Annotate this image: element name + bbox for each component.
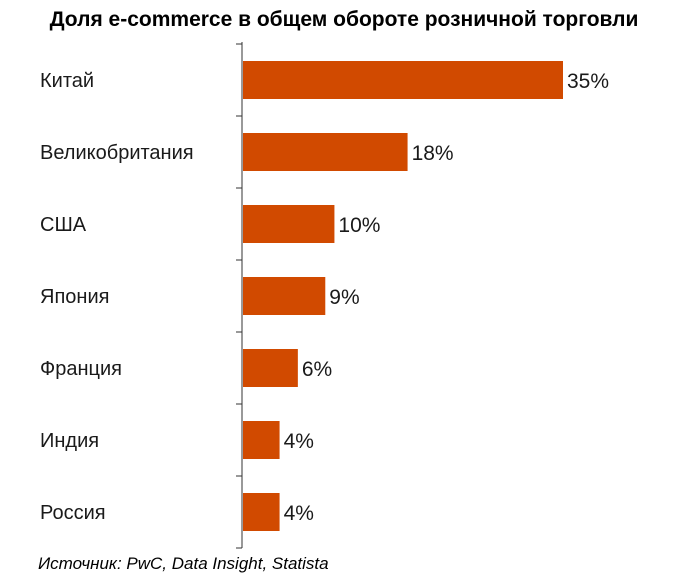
source-note: Источник: PwC, Data Insight, Statista <box>38 554 329 573</box>
value-label: 4% <box>284 430 314 453</box>
bar <box>243 421 280 459</box>
value-label: 4% <box>284 502 314 525</box>
value-label: 9% <box>329 286 359 309</box>
category-label: Китай <box>40 70 94 92</box>
bar <box>243 61 563 99</box>
category-label: США <box>40 214 87 236</box>
value-label: 6% <box>302 358 332 381</box>
bar <box>243 133 408 171</box>
bar <box>243 277 326 315</box>
chart-title: Доля e-commerce в общем обороте рознично… <box>49 8 639 31</box>
category-label: Россия <box>40 502 106 524</box>
value-label: 18% <box>412 142 454 165</box>
bar <box>243 349 298 387</box>
category-label: Франция <box>40 358 122 380</box>
category-label: Япония <box>40 286 109 308</box>
value-label: 10% <box>338 214 380 237</box>
bar <box>243 205 335 243</box>
value-label: 35% <box>567 70 609 93</box>
category-label: Индия <box>40 430 99 452</box>
bar <box>243 493 280 531</box>
category-label: Великобритания <box>40 142 194 164</box>
